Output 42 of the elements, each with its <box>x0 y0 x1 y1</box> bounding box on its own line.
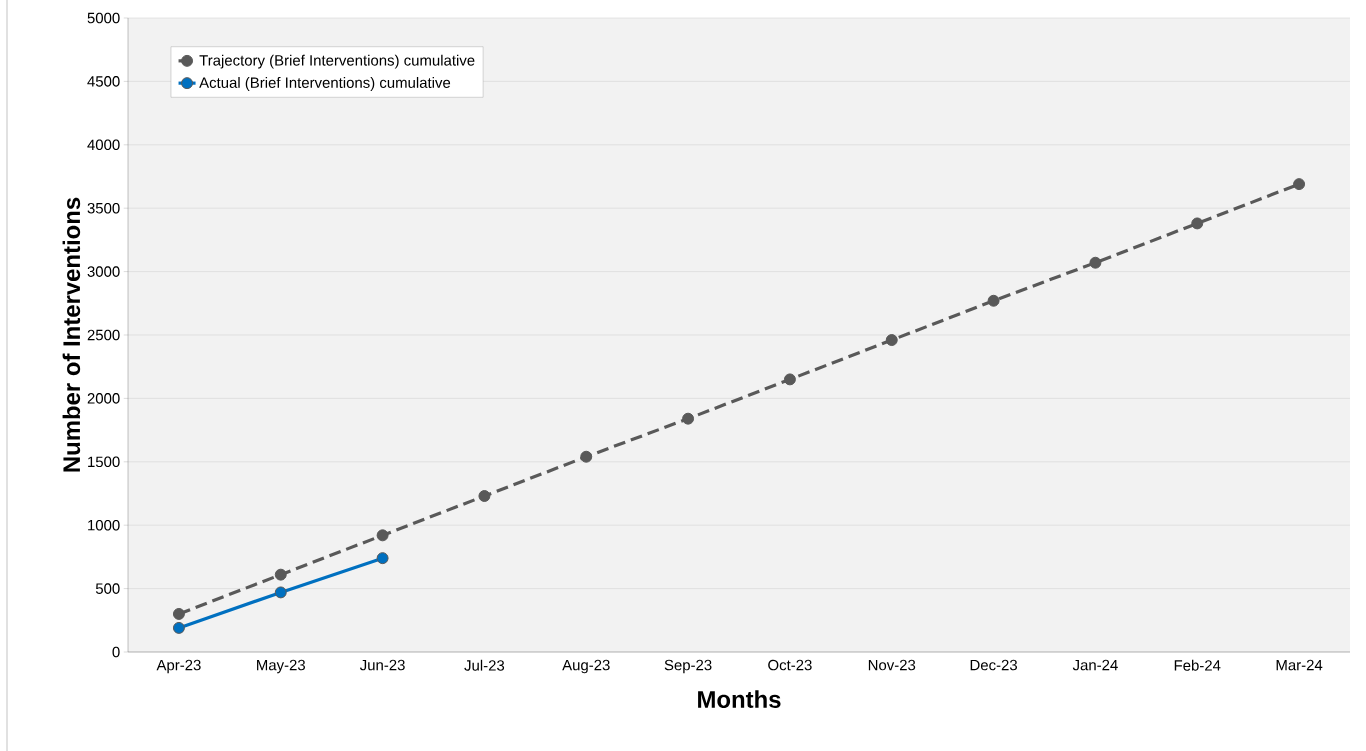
y-tick-label: 0 <box>112 646 120 658</box>
x-tick-label: Dec-23 <box>970 659 1018 671</box>
point <box>1191 217 1204 230</box>
y-tick-label: 4500 <box>87 76 120 87</box>
y-tick-label: 1000 <box>88 519 120 531</box>
x-tick-label: Aug-23 <box>562 659 610 674</box>
point <box>478 490 491 503</box>
point <box>987 294 1000 307</box>
legend-label: Trajectory (Brief Interventions) cumulative <box>199 54 475 69</box>
x-tick-label: Jul-23 <box>464 659 505 671</box>
x-tick-label: Oct-23 <box>768 659 812 671</box>
x-tick-label: Feb-24 <box>1174 659 1221 671</box>
legend-label: Actual (Brief Interventions) cumulative <box>199 76 451 91</box>
y-tick-label: 4000 <box>87 139 120 151</box>
x-tick-label: Jun-23 <box>359 659 405 671</box>
y-tick-label: 2000 <box>87 393 120 404</box>
point <box>682 412 695 425</box>
point <box>1293 178 1306 191</box>
x-tick-label: Jan-24 <box>1072 659 1118 671</box>
y-tick-label: 3500 <box>87 202 120 214</box>
point <box>172 621 185 634</box>
y-axis-title: Number of Interventions <box>62 197 81 472</box>
x-tick-label: Sep-23 <box>664 659 712 674</box>
y-tick-label: 1500 <box>88 456 120 468</box>
point <box>172 607 185 620</box>
point <box>274 568 287 581</box>
point <box>885 334 898 347</box>
y-tick-label: 500 <box>95 583 120 594</box>
y-tick-label: 2500 <box>87 329 120 341</box>
x-tick-label: Nov-23 <box>868 659 916 671</box>
point <box>274 586 287 599</box>
y-tick-label: 5000 <box>87 12 120 24</box>
point <box>1089 256 1102 269</box>
point <box>580 450 593 463</box>
point <box>783 373 796 386</box>
x-axis-title: Months <box>698 690 781 708</box>
x-tick-label: May-23 <box>257 659 305 674</box>
y-tick-label: 3000 <box>87 266 120 277</box>
x-tick-label: Apr-23 <box>156 659 201 674</box>
x-tick-label: Mar-24 <box>1276 659 1323 671</box>
point <box>376 552 389 565</box>
point <box>376 529 389 542</box>
